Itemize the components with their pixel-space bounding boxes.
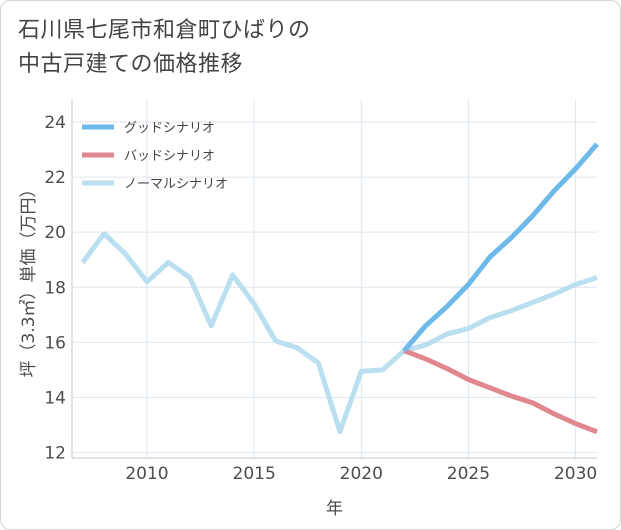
y-tick-label: 22 (44, 168, 66, 188)
x-axis-label: 年 (326, 499, 343, 519)
y-axis-label: 坪（3.3㎡）単価（万円） (19, 180, 39, 377)
y-tick-label: 20 (44, 223, 66, 243)
series-line-2 (80, 231, 598, 435)
grid (71, 100, 597, 459)
series-line-1 (403, 348, 598, 435)
y-tick-label: 24 (44, 113, 66, 133)
y-tick-label: 16 (44, 333, 66, 353)
series-layer (80, 142, 599, 435)
y-tick-label: 12 (44, 443, 66, 463)
x-tick-label: 2025 (447, 464, 490, 484)
legend-label: ノーマルシナリオ (124, 177, 228, 192)
series-line-0 (402, 142, 599, 353)
legend-label: グッドシナリオ (124, 121, 215, 136)
x-tick-label: 2010 (125, 464, 168, 484)
chart-title: 石川県七尾市和倉町ひばりの 中古戸建ての価格推移 (18, 18, 311, 77)
x-tick-label: 2015 (233, 464, 276, 484)
x-tick-label: 2030 (554, 464, 597, 484)
y-tick-label: 18 (44, 278, 66, 298)
legend-label: バッドシナリオ (124, 149, 215, 164)
x-tick-label: 2020 (340, 464, 383, 484)
ticks: 2010 2015 2020 2025 2030 12 14 16 18 20 22 24 (44, 113, 597, 484)
y-tick-label: 14 (44, 388, 66, 408)
